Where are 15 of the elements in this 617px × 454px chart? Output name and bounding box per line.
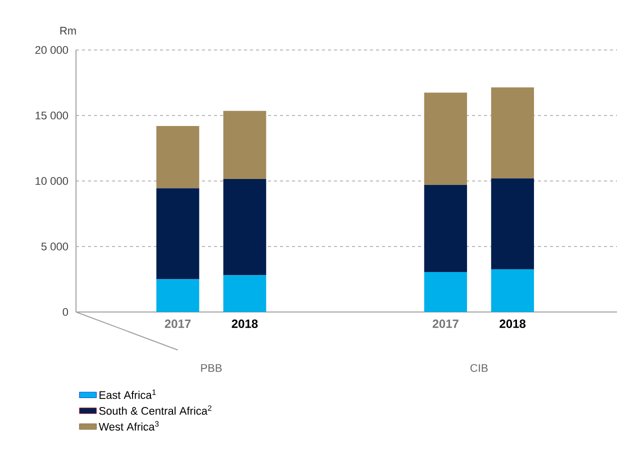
x-tick-label: 2017 xyxy=(164,320,191,328)
y-axis-title: Rm xyxy=(60,26,76,34)
y-tick-label: 0 xyxy=(62,308,68,316)
x-tick-label: 2018 xyxy=(500,320,526,328)
legend-label: West Africa$^{3}$ xyxy=(98,421,159,431)
legend-label: East Africa$^{1}$ xyxy=(100,390,156,399)
x-tick-label: 2018 xyxy=(232,320,258,328)
text: CIB xyxy=(470,364,488,372)
text: PBB xyxy=(201,364,222,372)
y-tick-label: 20 000 xyxy=(35,46,68,54)
legend-label: South & Central Africa$^{2}$ xyxy=(99,405,212,415)
x-tick-label: 2017 xyxy=(432,320,458,328)
y-tick-label: 5 000 xyxy=(41,242,68,250)
y-tick-label: 15 000 xyxy=(36,112,68,120)
y-tick-label: 10 000 xyxy=(36,177,68,185)
